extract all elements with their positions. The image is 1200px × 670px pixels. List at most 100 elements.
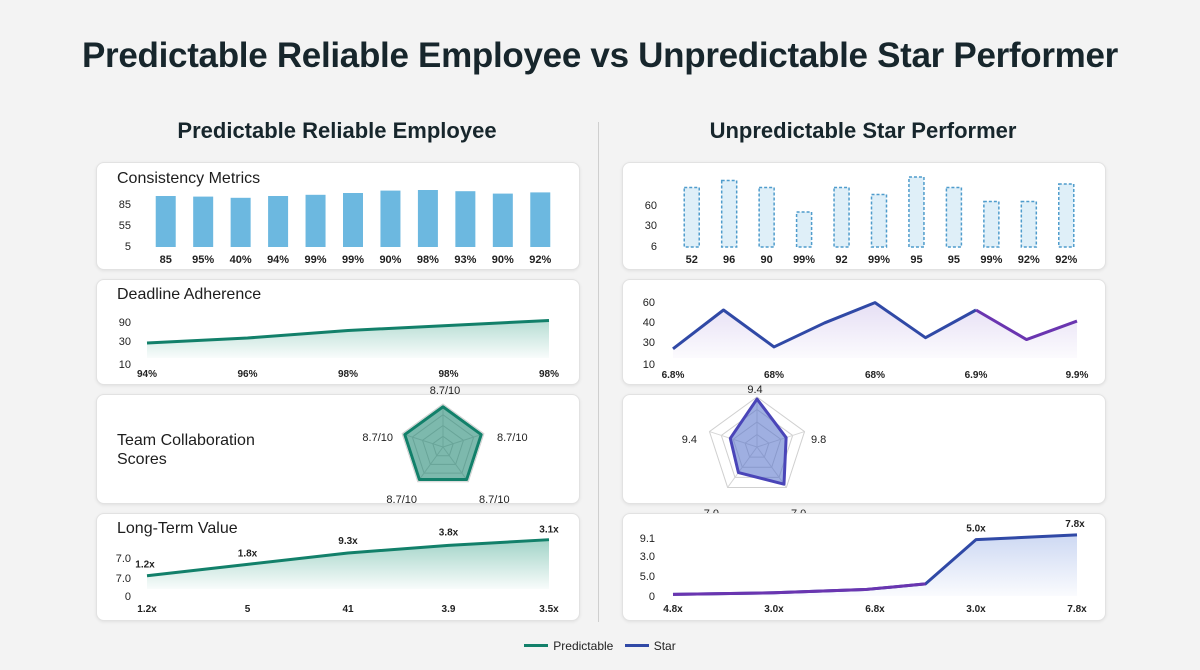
radar-axis-label: 9.8 — [811, 434, 826, 446]
x-tick-label: 90% — [379, 254, 401, 266]
left-column-title: Predictable Reliable Employee — [177, 118, 497, 143]
y-tick-label: 5 — [125, 241, 131, 253]
x-tick-label: 96% — [237, 369, 257, 380]
x-tick-label: 99% — [793, 254, 815, 266]
bar — [380, 190, 401, 247]
area-fill — [147, 539, 549, 589]
x-tick-label: 68% — [865, 370, 885, 381]
bar — [683, 186, 700, 248]
x-tick-label: 98% — [338, 369, 358, 380]
y-tick-label: 30 — [119, 336, 131, 348]
x-tick-label: 9.9% — [1066, 370, 1089, 381]
series-line — [146, 319, 550, 345]
x-tick-label: 68% — [764, 370, 784, 381]
bar — [1020, 200, 1038, 248]
x-tick-label: 1.2x — [137, 604, 157, 615]
legend-label-predictable: Predictable — [553, 638, 614, 653]
x-tick-label: 92% — [1018, 254, 1040, 266]
point-label: 1.2x — [135, 560, 155, 571]
x-tick-label: 92% — [1055, 254, 1077, 266]
consistency-title: Consistency Metrics — [117, 170, 261, 187]
point-label: 9.3x — [338, 536, 358, 547]
x-tick-label: 95% — [192, 254, 214, 266]
point-label: 3.8x — [439, 527, 459, 538]
radar-axis-label: 8.7/10 — [386, 494, 417, 506]
x-tick-label: 3.0x — [966, 604, 986, 615]
x-tick-label: 99% — [305, 254, 327, 266]
x-tick-label: 85 — [160, 254, 172, 266]
y-tick-label: 6 — [651, 241, 657, 253]
y-tick-label: 7.0 — [116, 553, 131, 565]
bar — [983, 200, 1000, 248]
series-line — [975, 308, 1078, 342]
x-tick-label: 41 — [342, 604, 354, 615]
left-consistency-panel: Consistency Metrics 85 55 5 85 95% 40% 94% 99% 9… — [96, 162, 580, 270]
x-tick-label: 99% — [980, 254, 1002, 266]
point-label: 3.1x — [539, 525, 559, 536]
radar-grid — [401, 403, 485, 483]
y-tick-label: 10 — [119, 359, 131, 371]
left-longterm-panel: Long-Term Value 7.0 7.0 0 1.2x 5 41 3.9 3.5x 1.2… — [96, 513, 580, 621]
point-label: 7.8x — [1065, 519, 1085, 530]
left-collaboration-radar: 8.7/10 8.7/10 8.7/10 8.7/10 8.7/10 — [362, 385, 527, 506]
y-tick-label: 0 — [649, 591, 655, 603]
legend-item-star: Star — [624, 639, 676, 653]
area-fill — [147, 320, 549, 358]
bar — [492, 193, 513, 247]
right-collaboration-panel: 9.49.87.07.09.4 — [622, 384, 1106, 520]
point-label: 5.0x — [966, 524, 986, 535]
radar-axis-label: 8.7/10 — [430, 385, 461, 397]
bar — [1058, 183, 1075, 248]
legend-swatch-star — [624, 644, 649, 647]
right-collaboration-radar: 9.49.87.07.09.4 — [682, 384, 827, 520]
bar — [945, 186, 963, 248]
series-line — [146, 538, 550, 578]
x-tick-label: 94% — [137, 369, 157, 380]
x-tick-label: 40% — [230, 254, 252, 266]
x-tick-label: 3.9 — [442, 604, 456, 615]
y-tick-label: 3.0 — [640, 551, 655, 563]
radar-axis-label: 8.7/10 — [479, 494, 510, 506]
x-tick-label: 90% — [492, 254, 514, 266]
chart-legend: Predictable Star — [0, 636, 1200, 653]
radar-axis-label: 8.7/10 — [362, 432, 393, 444]
right-column-title: Unpredictable Star Performer — [709, 118, 1017, 143]
y-tick-label: 7.0 — [116, 573, 131, 585]
bar — [268, 196, 289, 247]
bar — [795, 211, 813, 248]
page-title: Predictable Reliable Employee vs Unpredi… — [82, 36, 1118, 75]
area-fill — [673, 534, 1077, 596]
bar — [833, 186, 850, 248]
bar — [155, 196, 176, 247]
x-tick-label: 92 — [835, 254, 847, 266]
series-line — [672, 582, 926, 596]
x-tick-label: 94% — [267, 254, 289, 266]
x-tick-label: 98% — [417, 254, 439, 266]
radar-shape — [403, 405, 483, 482]
x-tick-label: 4.8x — [663, 604, 683, 615]
y-tick-label: 40 — [643, 317, 655, 329]
left-deadline-panel: Deadline Adherence 90 30 10 94% 96% 98% 98% 98% — [96, 279, 580, 385]
x-tick-label: 98% — [438, 369, 458, 380]
right-deadline-chart: 60 40 30 10 6.8% 68% 68% 6.9% 9.9% — [643, 297, 1089, 381]
y-tick-label: 60 — [645, 200, 657, 212]
y-tick-label: 30 — [643, 337, 655, 349]
bar — [305, 194, 326, 247]
radar-axis-label: 9.4 — [682, 434, 697, 446]
y-tick-label: 5.0 — [640, 571, 655, 583]
legend-swatch-predictable — [524, 644, 549, 647]
x-tick-label: 92% — [529, 254, 551, 266]
right-longterm-panel: 9.1 3.0 5.0 0 4.8x 3.0x 6.8x 3.0x 7.8x 5.0x 7.8x — [622, 513, 1106, 621]
right-longterm-chart: 9.1 3.0 5.0 0 4.8x 3.0x 6.8x 3.0x 7.8x 5.0x 7.8x — [640, 519, 1087, 615]
y-tick-label: 55 — [119, 220, 131, 232]
left-collaboration-panel: Team Collaboration Scores 8.7/10 8.7/10 8.… — [96, 385, 580, 506]
right-consistency-panel: 60 30 6 52 96 90 99% 92 99% 95 95 99% 92% 92% — [622, 162, 1106, 270]
right-deadline-panel: 60 40 30 10 6.8% 68% 68% 6.9% 9.9% — [622, 279, 1106, 385]
x-tick-label: 52 — [686, 254, 698, 266]
legend-item-predictable: Predictable — [524, 639, 613, 653]
right-consistency-chart: 60 30 6 52 96 90 99% 92 99% 95 95 99% 92% 92% — [645, 176, 1077, 266]
x-tick-label: 95 — [948, 254, 960, 266]
area-fill — [673, 302, 1077, 358]
left-deadline-chart: 90 30 10 94% 96% 98% 98% 98% — [119, 317, 559, 380]
x-tick-label: 6.9% — [965, 370, 988, 381]
